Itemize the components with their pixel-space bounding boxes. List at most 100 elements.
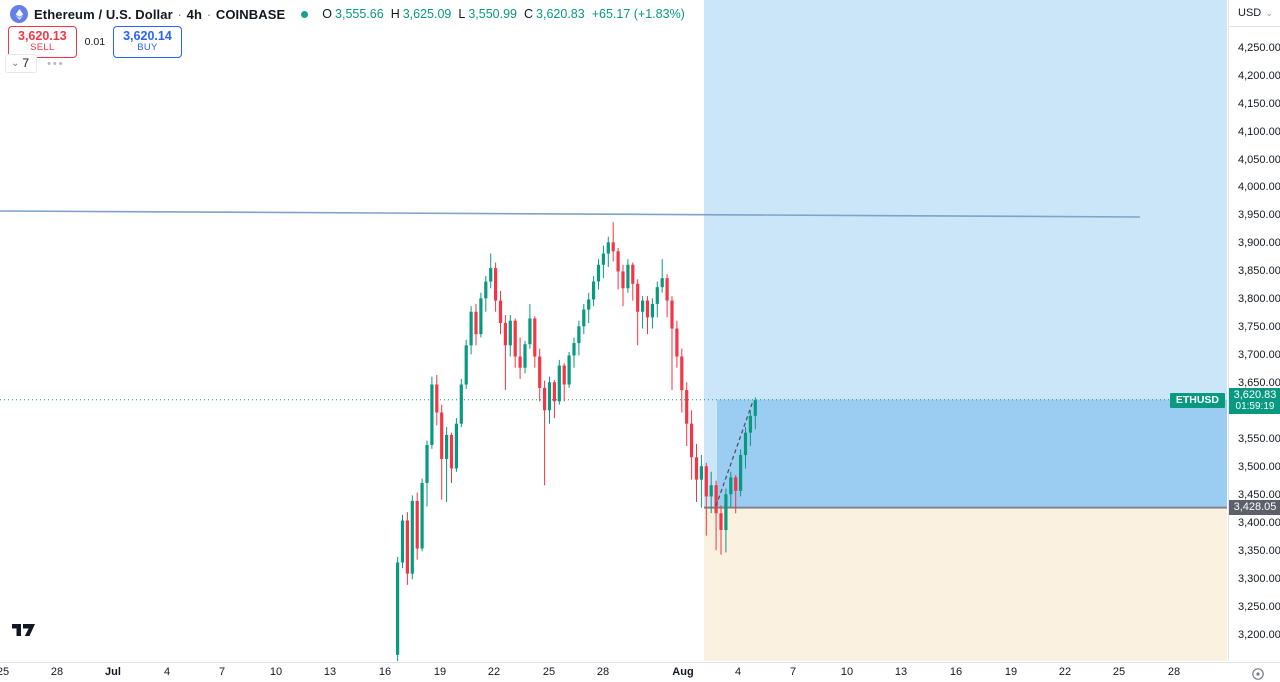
more-options-icon[interactable]: ••• <box>47 57 65 70</box>
price-axis[interactable]: USD ⌄ 4,250.00 4,200.00 4,150.00 4,100.00 4,… <box>1228 0 1280 661</box>
candle-body <box>547 382 552 411</box>
candle-body <box>562 365 566 385</box>
candle-body <box>606 242 610 254</box>
separator: · <box>206 6 212 22</box>
price-tick-label: 3,650.00 <box>1238 377 1280 390</box>
candle-body <box>636 283 640 312</box>
low-label: L <box>458 7 466 21</box>
time-tick-label: 7 <box>789 666 797 678</box>
candle-body <box>440 412 444 459</box>
low-value: 3,550.99 <box>468 7 518 21</box>
buy-price: 3,620.14 <box>123 29 172 43</box>
time-tick-label: 19 <box>433 666 447 678</box>
candle-body <box>685 390 689 424</box>
candle-body <box>724 494 728 531</box>
time-tick-label: 22 <box>1058 666 1072 678</box>
tradingview-logo-icon[interactable] <box>12 622 36 637</box>
price-tick-label: 4,150.00 <box>1238 97 1280 110</box>
buy-button[interactable]: 3,620.14 BUY <box>113 26 182 59</box>
candle-body <box>611 242 615 252</box>
candle-body <box>396 562 400 655</box>
sell-price: 3,620.13 <box>18 29 67 43</box>
candle-body <box>690 423 694 458</box>
candle-body <box>704 466 708 497</box>
candle-body <box>508 320 512 346</box>
time-tick-label: 25 <box>542 666 556 678</box>
symbol-name: Ethereum / U.S. Dollar <box>34 6 173 22</box>
candle-body <box>592 281 596 300</box>
candlestick-chart[interactable] <box>0 0 1227 661</box>
time-tick-label: 13 <box>894 666 908 678</box>
price-tick-label: 3,950.00 <box>1238 209 1280 222</box>
close-label: C <box>524 7 534 21</box>
price-tick-label: 3,700.00 <box>1238 349 1280 362</box>
lower-zone-box[interactable] <box>704 507 1227 661</box>
time-tick-label: 7 <box>218 666 226 678</box>
price-tick-label: 4,100.00 <box>1238 125 1280 138</box>
candle-body <box>430 384 434 445</box>
candle-body <box>739 455 743 491</box>
time-tick-label: 28 <box>1167 666 1181 678</box>
candle-body <box>498 300 503 323</box>
time-tick-label: 10 <box>840 666 854 678</box>
separator: · <box>177 6 182 22</box>
open-value: 3,555.66 <box>335 7 384 21</box>
interval-label[interactable]: 4h <box>186 6 202 22</box>
candle-body <box>572 343 576 356</box>
candle-body <box>616 251 620 272</box>
object-tree-toggle-button[interactable]: ⌄ 7 <box>5 54 38 73</box>
candle-body <box>694 457 699 480</box>
price-tick-label: 3,550.00 <box>1238 433 1280 446</box>
candle-body <box>660 278 664 288</box>
chart-pane[interactable]: Ethereum / U.S. Dollar · 4h · COINBASE O… <box>0 0 1227 661</box>
candle-body <box>626 264 630 289</box>
currency-selector[interactable]: USD ⌄ <box>1229 0 1280 27</box>
symbol-header: Ethereum / U.S. Dollar · 4h · COINBASE O… <box>10 5 685 23</box>
time-tick-label: 10 <box>269 666 283 678</box>
symbol-title[interactable]: Ethereum / U.S. Dollar · 4h · COINBASE <box>34 7 285 22</box>
close-value: 3,620.83 <box>536 7 585 21</box>
candle-body <box>650 303 654 318</box>
price-tick-label: 3,200.00 <box>1238 629 1280 642</box>
candle-body <box>675 328 679 357</box>
chevron-down-icon: ⌄ <box>1265 7 1273 18</box>
ohlc-readout: O 3,555.66 H 3,625.09 L 3,550.99 C 3,620… <box>322 7 685 21</box>
candle-body <box>734 477 738 491</box>
candle-body <box>464 345 468 385</box>
price-tick-label: 3,800.00 <box>1238 293 1280 306</box>
sell-button[interactable]: 3,620.13 SELL <box>8 26 77 59</box>
price-tick-label: 4,050.00 <box>1238 153 1280 166</box>
currency-label: USD <box>1238 7 1262 19</box>
candle-body <box>420 483 424 549</box>
time-tick-label: 28 <box>50 666 64 678</box>
candle-body <box>489 268 493 282</box>
candle-body <box>582 309 586 327</box>
candle-body <box>528 318 532 345</box>
candle-body <box>435 384 439 413</box>
dashed-trend-arrow[interactable] <box>715 400 754 507</box>
upper-zone-box[interactable] <box>717 399 1227 508</box>
object-count: 7 <box>22 56 30 70</box>
time-tick-label: 22 <box>487 666 501 678</box>
candle-body <box>454 423 458 469</box>
candle-body <box>449 434 454 469</box>
chevron-down-icon: ⌄ <box>11 57 20 69</box>
spread-value: 0.01 <box>84 36 106 49</box>
price-tick-label: 3,750.00 <box>1238 321 1280 334</box>
price-tick-label: 3,900.00 <box>1238 237 1280 250</box>
time-axis[interactable]: 25 28 Jul 4 7 10 13 16 19 22 25 28 Aug 4 7 10 13 16 19 22 25… <box>0 662 1280 682</box>
candle-body <box>557 365 561 402</box>
candle-body <box>469 311 473 346</box>
candle-body <box>587 299 591 310</box>
price-tick-label: 4,000.00 <box>1238 181 1280 194</box>
scales-settings-icon[interactable] <box>1251 667 1265 681</box>
high-label: H <box>390 7 400 21</box>
candle-body <box>743 432 748 456</box>
bar-countdown: 01:59:19 <box>1235 400 1275 412</box>
candle-body <box>523 344 527 368</box>
trendline[interactable] <box>0 210 1141 218</box>
current-price-badge: 3,620.83 01:59:19 <box>1229 387 1280 414</box>
open-label: O <box>322 7 333 21</box>
candle-body <box>655 287 659 304</box>
candle-body <box>552 382 556 402</box>
